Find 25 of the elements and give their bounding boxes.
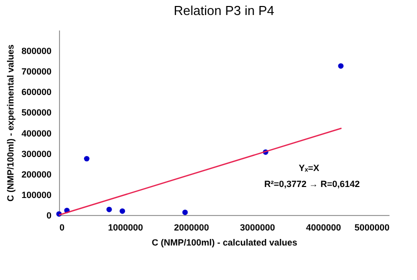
- y-tick-label: 400000: [21, 128, 52, 138]
- x-tick-label: 0: [60, 222, 65, 232]
- x-tick-label: 4000000: [306, 222, 342, 232]
- x-tick-label: 1000000: [108, 222, 144, 232]
- y-tick-label: 600000: [21, 87, 52, 98]
- x-tick-label: 5000000: [354, 222, 390, 232]
- annotation: R²=0,3772 → R=0,6142: [264, 179, 360, 189]
- x-tick-label: 2000000: [174, 222, 210, 232]
- y-tick-label: 300000: [21, 148, 52, 159]
- point: [120, 208, 126, 214]
- y-tick-label: 700000: [21, 66, 52, 77]
- y-tick-label: 0: [46, 210, 52, 220]
- point: [84, 156, 90, 162]
- x-tick-label: 3000000: [240, 222, 276, 232]
- y-tick-label: 200000: [21, 169, 52, 180]
- y-tick-label: 800000: [21, 46, 52, 56]
- point: [182, 210, 188, 216]
- annotation: Yₓ=X: [298, 163, 320, 173]
- chart-title: Relation P3 in P4: [174, 3, 274, 18]
- x-axis-title: C (NMP/100ml) - calculated values: [152, 238, 298, 248]
- y-axis-title: C (NMP/100ml) - experimental values: [5, 44, 16, 202]
- point: [338, 63, 344, 69]
- y-tick-label: 500000: [21, 108, 52, 118]
- point: [106, 206, 112, 212]
- y-tick-label: 100000: [21, 190, 52, 200]
